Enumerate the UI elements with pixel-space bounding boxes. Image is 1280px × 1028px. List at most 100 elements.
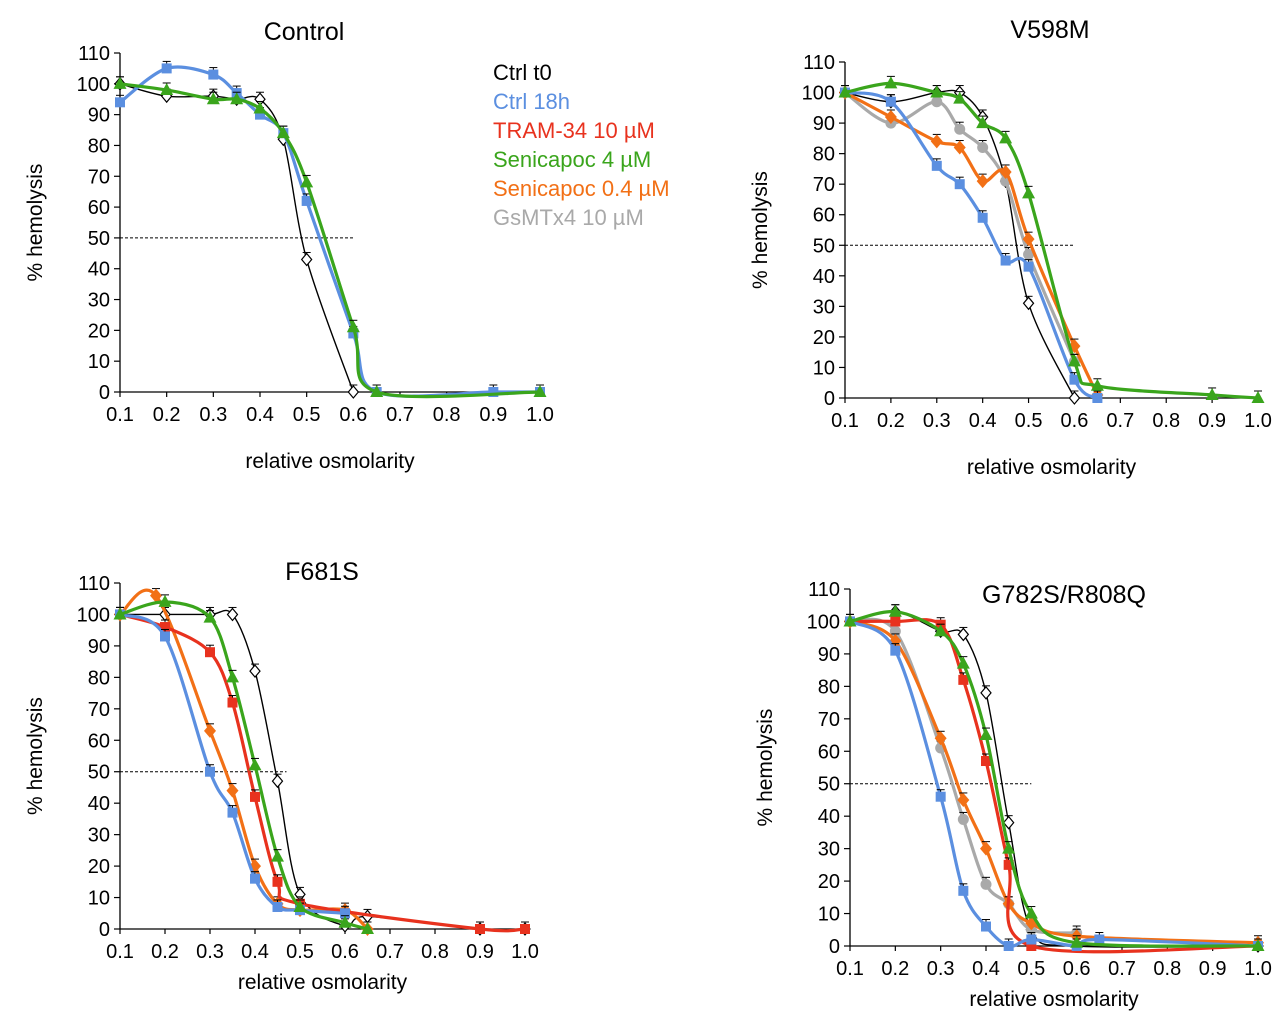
- x-tick-label: 1.0: [511, 941, 539, 963]
- x-tick-label: 0.9: [466, 941, 494, 963]
- data-point: [981, 921, 991, 932]
- data-point: [205, 766, 215, 777]
- y-tick-label: 60: [818, 741, 840, 763]
- data-point: [272, 876, 283, 887]
- series-line: [118, 82, 542, 399]
- data-point: [370, 385, 384, 397]
- x-tick-label: 0.5: [1015, 410, 1043, 432]
- y-tick-label: 10: [818, 904, 840, 926]
- y-tick-label: 40: [813, 266, 835, 288]
- y-tick-label: 100: [77, 74, 110, 96]
- y-tick-label: 110: [803, 52, 835, 74]
- x-tick-label: 0.1: [831, 410, 859, 432]
- x-tick-label: 0.1: [836, 958, 864, 980]
- data-point: [271, 849, 284, 862]
- chart-title: F681S: [285, 558, 359, 586]
- data-point: [1092, 393, 1103, 403]
- y-tick-label: 70: [818, 709, 840, 731]
- y-tick-label: 110: [78, 43, 110, 65]
- series-ctrl_18h: [840, 85, 1103, 403]
- y-tick-label: 70: [88, 166, 110, 188]
- data-point: [930, 85, 944, 98]
- x-tick-label: 0.8: [1152, 410, 1180, 432]
- data-point: [208, 69, 219, 80]
- series-gsmtx4: [839, 85, 1080, 367]
- x-tick-label: 0.3: [923, 410, 951, 432]
- data-point: [361, 922, 374, 934]
- y-tick-label: 20: [88, 856, 110, 878]
- x-tick-label: 0.8: [1153, 958, 1181, 980]
- data-point: [160, 82, 174, 95]
- x-tick-label: 0.4: [972, 958, 1000, 980]
- y-tick-label: 40: [818, 806, 840, 828]
- x-axis-label: relative osmolarity: [969, 988, 1139, 1011]
- legend-senicapoc-04: Senicapoc 0.4 µM: [493, 176, 670, 201]
- series-ctrl_18h: [115, 606, 350, 919]
- y-tick-label: 40: [88, 259, 110, 281]
- data-point: [1205, 387, 1219, 400]
- data-point: [1003, 859, 1014, 870]
- series-tram34: [115, 606, 530, 934]
- y-tick-label: 30: [88, 290, 110, 312]
- x-tick-label: 0.8: [421, 941, 449, 963]
- y-tick-label: 20: [88, 320, 110, 342]
- chart-panel-2: V598M 0 10 20 30 40 50 60 70 80 90 100 110 0.1 0.2 0.3 0…: [749, 16, 1272, 479]
- data-point: [931, 160, 942, 171]
- y-tick-label: 90: [88, 636, 110, 658]
- data-point: [999, 164, 1012, 179]
- x-tick-label: 0.2: [153, 404, 181, 426]
- data-point: [976, 116, 990, 129]
- x-tick-label: 0.4: [969, 410, 997, 432]
- chart-panel-1: Control 0 10 20 30 40 50 60 70 80 90 100 110 0.1 0.2 0.…: [24, 18, 554, 473]
- data-point: [348, 328, 359, 339]
- x-tick-label: 0.2: [881, 958, 909, 980]
- series-line: [118, 612, 347, 915]
- y-tick-label: 60: [88, 197, 110, 219]
- data-point: [957, 627, 970, 642]
- data-point: [115, 97, 125, 108]
- data-point: [1022, 296, 1035, 311]
- x-tick-label: 1.0: [526, 404, 554, 426]
- x-tick-label: 0.6: [331, 941, 359, 963]
- data-point: [981, 756, 991, 767]
- data-point: [956, 656, 970, 669]
- x-tick-label: 0.6: [1061, 410, 1089, 432]
- series-line: [118, 612, 527, 933]
- data-point: [1022, 232, 1035, 247]
- series-line: [848, 617, 1079, 935]
- x-tick-label: 0.8: [433, 404, 461, 426]
- series-line: [848, 619, 1260, 948]
- data-point: [272, 901, 283, 912]
- y-tick-label: 20: [818, 871, 840, 893]
- legend-senicapoc-4: Senicapoc 4 µM: [493, 147, 652, 172]
- data-point: [1251, 939, 1265, 951]
- chart-panel-4: G782S/R808Q 0 10 20 30 40 50 60 70 80 90 100 110 0.1 0…: [754, 579, 1272, 1011]
- data-point: [885, 96, 896, 107]
- series-senicapoc4: [113, 594, 374, 934]
- data-point: [227, 807, 238, 818]
- y-tick-label: 40: [88, 793, 110, 815]
- legend-tram34: TRAM-34 10 µM: [493, 118, 655, 143]
- data-point: [1067, 354, 1081, 367]
- y-tick-label: 80: [88, 135, 110, 157]
- x-tick-label: 0.2: [151, 941, 179, 963]
- data-point: [980, 685, 992, 700]
- y-tick-label: 30: [818, 839, 840, 861]
- y-tick-label: 0: [99, 382, 110, 404]
- x-tick-label: 0.9: [479, 404, 507, 426]
- data-point: [1023, 261, 1034, 272]
- x-tick-label: 0.7: [1106, 410, 1134, 432]
- x-axis-label: relative osmolarity: [967, 456, 1137, 479]
- series-line: [118, 600, 370, 931]
- data-point: [255, 109, 265, 120]
- data-point: [931, 96, 943, 108]
- data-point: [113, 76, 127, 89]
- data-point: [888, 604, 902, 617]
- data-point: [160, 631, 170, 642]
- data-point: [1251, 391, 1265, 403]
- data-point: [300, 252, 313, 267]
- y-axis-label: % hemolysis: [24, 697, 47, 815]
- series-senicapoc4: [843, 604, 1265, 951]
- x-tick-label: 0.4: [241, 941, 269, 963]
